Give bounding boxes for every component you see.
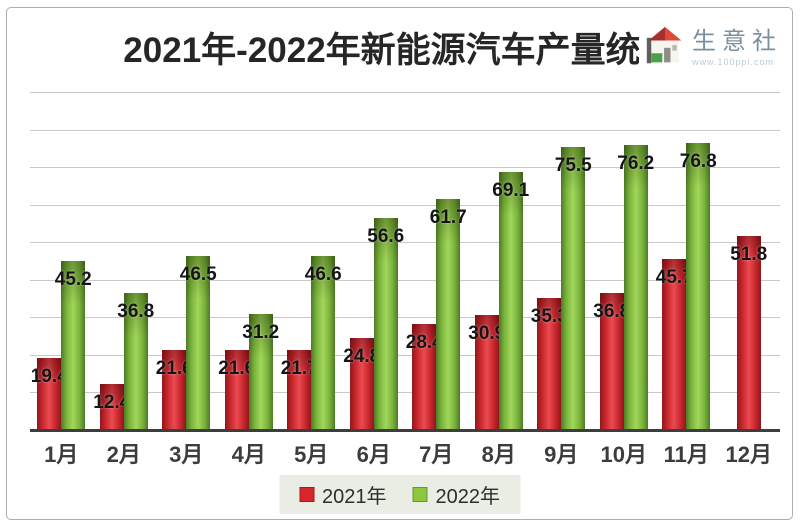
bar-2021年-9月: 35.3 (531, 298, 568, 431)
bar-2021年-5月: 21.7 (281, 349, 318, 431)
x-tick-label: 1月 (44, 442, 79, 467)
value-label: 61.7 (429, 207, 467, 229)
month-group-10: 10月 36.8 76.2 (593, 93, 656, 467)
month-group-6: 6月 24.8 56.6 (343, 93, 406, 467)
value-label: 76.8 (679, 150, 717, 172)
month-group-1: 1月 19.4 45.2 (30, 93, 93, 467)
bar-2021年-6月: 24.8 (343, 337, 380, 431)
sunsirs-logo: 生意社 www.100ppi.com (639, 20, 788, 77)
value-label: 51.8 (730, 244, 768, 266)
x-tick-label: 3月 (169, 442, 204, 467)
bar-2021年-2月: 12.4 (93, 384, 130, 431)
bar-2021年-8月: 30.9 (468, 314, 505, 431)
legend-label-2022: 2022年 (435, 486, 501, 508)
logo-name: 生意社 (692, 28, 782, 56)
value-label: 46.5 (179, 264, 217, 286)
x-tick-label: 2月 (106, 442, 141, 467)
month-group-5: 5月 21.7 46.6 (280, 93, 343, 467)
bar-2022年-4月: 31.2 (242, 313, 279, 431)
legend: 2021年 2022年 (279, 475, 520, 514)
value-label: 45.2 (54, 269, 92, 291)
bar-2022年-3月: 46.5 (180, 256, 217, 431)
month-group-4: 4月 21.6 31.2 (218, 93, 281, 467)
bar-2021年-1月: 19.4 (31, 358, 68, 431)
gridline-20 (30, 354, 780, 356)
value-label: 30.9 (468, 322, 506, 344)
gridline-60 (30, 204, 780, 206)
logo-url: www.100ppi.com (692, 56, 775, 67)
bar-2021年-12月: 51.8 (730, 236, 767, 431)
value-label: 21.7 (280, 357, 318, 379)
x-tick-label: 5月 (294, 442, 329, 467)
bar-2021年-4月: 21.6 (218, 349, 255, 431)
month-group-7: 7月 28.4 61.7 (405, 93, 468, 467)
value-label: 76.2 (617, 152, 655, 174)
value-label: 36.8 (593, 300, 631, 322)
x-tick-label: 11月 (663, 442, 709, 467)
chart-card: 2021年-2022年新能源汽车产量统计 生意社 www.100ppi.com … (6, 7, 793, 520)
x-tick-label: 8月 (481, 442, 516, 467)
x-tick-label: 10月 (600, 442, 647, 467)
value-label: 56.6 (367, 226, 405, 248)
gridline-10 (30, 392, 780, 394)
bar-2022年-5月: 46.6 (305, 256, 342, 431)
legend-item-2021: 2021年 (299, 480, 387, 509)
bar-2022年-2月: 36.8 (117, 292, 154, 431)
legend-item-2022: 2022年 (412, 480, 501, 509)
gridline-80 (30, 129, 780, 131)
gridline-30 (30, 317, 780, 319)
bar-2021年-10月: 36.8 (593, 292, 630, 431)
value-label: 46.6 (304, 264, 342, 285)
legend-swatch-2022 (412, 487, 428, 502)
gridline-90 (30, 92, 780, 93)
value-label: 28.4 (405, 332, 443, 354)
house-icon (645, 24, 685, 73)
legend-label-2021: 2021年 (322, 486, 387, 508)
month-group-2: 2月 12.4 36.8 (93, 93, 156, 467)
chart-title: 2021年-2022年新能源汽车产量统计 (123, 31, 676, 70)
gridline-70 (30, 167, 780, 169)
month-group-8: 8月 30.9 69.1 (468, 93, 531, 467)
bar-2022年-1月: 45.2 (55, 261, 92, 431)
value-label: 21.6 (155, 357, 193, 379)
x-axis-line (30, 429, 780, 432)
month-group-12: 12月 51.8 (718, 93, 781, 467)
bar-2022年-6月: 56.6 (367, 218, 404, 431)
bar-2022年-7月: 61.7 (430, 199, 467, 431)
month-group-11: 11月 45.7 76.8 (655, 93, 718, 467)
value-label: 12.4 (93, 392, 131, 414)
value-label: 75.5 (554, 155, 592, 177)
gridline-50 (30, 242, 780, 244)
plot-area: 1月 19.4 45.2 2月 12.4 36.8 3月 21.6 46.5 4月 21.6 31.2… (30, 92, 781, 467)
value-label: 69.1 (492, 179, 530, 201)
value-label: 45.7 (655, 267, 693, 289)
bar-2022年-11月: 76.8 (680, 142, 717, 431)
bar-2022年-10月: 76.2 (617, 144, 654, 431)
legend-swatch-2021 (299, 487, 314, 502)
bar-2022年-8月: 69.1 (492, 171, 529, 431)
value-label: 36.8 (117, 300, 155, 322)
x-tick-label: 6月 (356, 442, 391, 467)
bar-2021年-3月: 21.6 (156, 349, 193, 431)
month-group-3: 3月 21.6 46.5 (155, 93, 218, 467)
x-tick-label: 7月 (419, 442, 454, 467)
x-tick-label: 4月 (231, 442, 266, 467)
x-tick-label: 12月 (725, 442, 772, 467)
gridline-40 (30, 279, 780, 281)
value-label: 35.3 (530, 306, 568, 328)
value-label: 24.8 (343, 345, 381, 367)
bar-2021年-7月: 28.4 (406, 324, 443, 431)
month-group-9: 9月 35.3 75.5 (530, 93, 593, 467)
x-tick-label: 9月 (544, 442, 579, 467)
bar-2022年-9月: 75.5 (555, 147, 592, 431)
bar-2021年-11月: 45.7 (656, 259, 693, 431)
value-label: 19.4 (30, 366, 68, 388)
value-label: 21.6 (218, 357, 256, 379)
value-label: 31.2 (242, 321, 280, 343)
